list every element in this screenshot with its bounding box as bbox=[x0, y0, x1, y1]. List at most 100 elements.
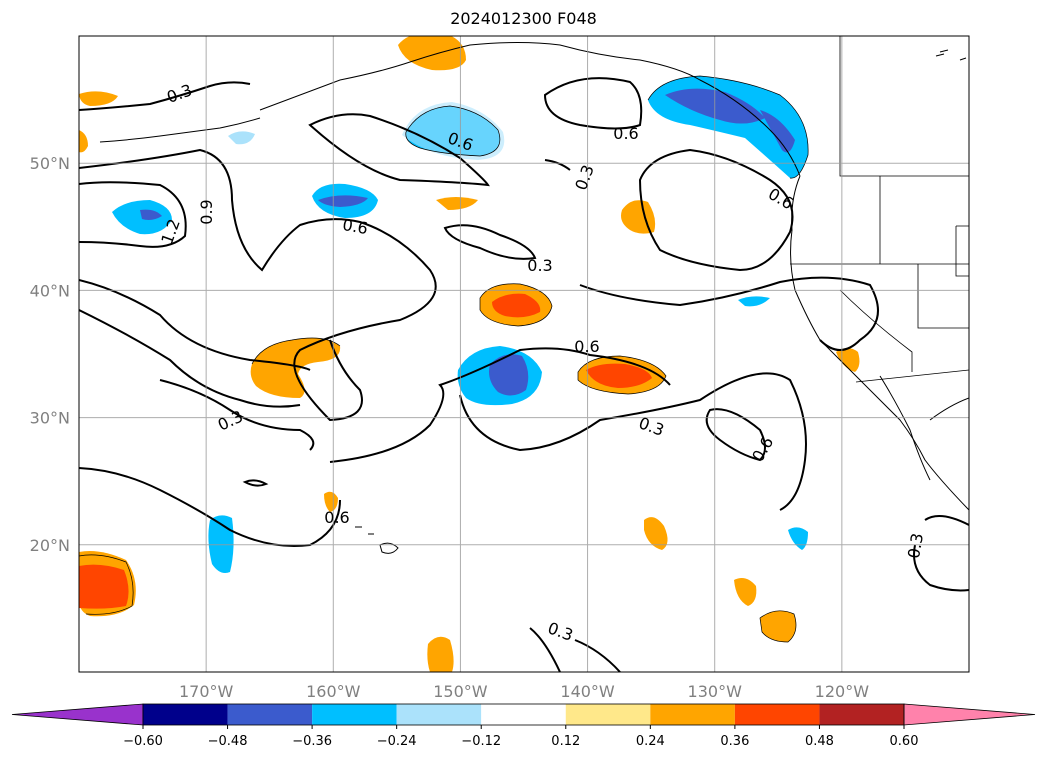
fill-neg-small3 bbox=[738, 296, 770, 307]
colorbar-frame bbox=[142, 703, 905, 726]
colorbar-segment bbox=[396, 704, 482, 725]
colorbar-segment bbox=[312, 704, 397, 725]
lon-label: 130°W bbox=[688, 682, 743, 701]
colorbar-segment bbox=[565, 704, 651, 725]
hawaii-1 bbox=[379, 542, 399, 554]
contour-lines bbox=[79, 77, 969, 672]
political-borders bbox=[790, 36, 969, 383]
colorbar-segment bbox=[143, 704, 228, 725]
colorbar-tick-label: −0.12 bbox=[461, 734, 501, 749]
colorbar-tick-label: 0.24 bbox=[636, 734, 665, 749]
fill-pos-s2 bbox=[734, 578, 757, 606]
fill-neg-small1 bbox=[208, 515, 234, 573]
contour-line bbox=[544, 159, 571, 171]
fill-pos-s3 bbox=[760, 610, 796, 642]
colorbar-tick-label: 0.48 bbox=[805, 734, 834, 749]
colorbar-segment bbox=[227, 704, 313, 725]
coastlines bbox=[99, 42, 969, 554]
lon-label: 140°W bbox=[560, 682, 615, 701]
mexico-coast bbox=[929, 397, 969, 421]
fill-neg-gulf-alaska-core2 bbox=[760, 110, 795, 153]
colorbar-segment bbox=[734, 704, 820, 725]
colorbar-tick-label: 0.60 bbox=[890, 734, 919, 749]
lat-label: 40°N bbox=[30, 281, 70, 300]
fill-pos-sw-core bbox=[79, 564, 129, 609]
longitude-labels: 170°W 160°W 150°W 140°W 130°W 120°W bbox=[179, 682, 869, 701]
colorbar-tick-label: −0.60 bbox=[123, 734, 163, 749]
baja-coast bbox=[879, 375, 931, 481]
contour-line bbox=[308, 113, 490, 187]
contour-line bbox=[79, 309, 301, 408]
fill-pos-s4 bbox=[427, 636, 454, 672]
contour-line bbox=[79, 81, 251, 111]
contour-line bbox=[913, 544, 969, 592]
gridlines bbox=[79, 36, 969, 672]
fill-pos-west-edge bbox=[79, 130, 88, 153]
fill-pos-mid-small bbox=[436, 197, 478, 210]
lon-label: 170°W bbox=[179, 682, 234, 701]
fill-pos-s5 bbox=[324, 491, 338, 512]
lat-label: 30°N bbox=[30, 409, 70, 428]
fill-neg-west-core bbox=[140, 209, 162, 220]
fill-outlines bbox=[79, 75, 809, 643]
lat-label: 20°N bbox=[30, 536, 70, 555]
fill-neg-mid1-core bbox=[318, 195, 368, 207]
contour-line bbox=[574, 639, 621, 672]
contour-line bbox=[638, 148, 794, 272]
fill-neg-center-core bbox=[489, 354, 529, 396]
contour-label: 0.9 bbox=[197, 199, 216, 224]
contour-line bbox=[242, 479, 269, 487]
contour-label: 0.6 bbox=[574, 337, 599, 356]
contour-line bbox=[543, 77, 643, 130]
contour-line bbox=[79, 181, 187, 248]
contour-label: 0.3 bbox=[904, 532, 927, 560]
contour-line bbox=[79, 148, 437, 422]
contour-line bbox=[579, 276, 879, 351]
colorbar-tick-label: −0.24 bbox=[377, 734, 417, 749]
map-frame bbox=[78, 35, 970, 673]
alaska-coast bbox=[259, 42, 801, 177]
lon-label: 120°W bbox=[815, 682, 870, 701]
fill-neg-north-light bbox=[402, 102, 505, 160]
contour-label: 0.6 bbox=[324, 508, 349, 527]
lat-label: 50°N bbox=[30, 154, 70, 173]
colorbar-segment bbox=[650, 704, 735, 725]
colorbar-extend-max bbox=[903, 703, 1036, 726]
colorbar-tick-label: 0.12 bbox=[551, 734, 580, 749]
aleutian-chain bbox=[99, 117, 261, 143]
colorbar: −0.60 −0.48 −0.36 −0.24 −0.12 0.12 0.24 0.36 0.4… bbox=[11, 703, 1036, 749]
fill-pos-west-top bbox=[79, 91, 118, 106]
map-title: 2024012300 F048 bbox=[450, 9, 597, 28]
contour-label: 0.6 bbox=[613, 124, 638, 143]
colorbar-extend-min bbox=[11, 703, 144, 726]
contour-label: 0.3 bbox=[527, 256, 552, 275]
contour-label: 0.6 bbox=[748, 433, 777, 465]
contour-label: 0.3 bbox=[571, 162, 598, 192]
lon-label: 160°W bbox=[306, 682, 361, 701]
colorbar-tick-label: −0.36 bbox=[292, 734, 332, 749]
colorbar-tick-label: −0.48 bbox=[208, 734, 248, 749]
colorbar-segment bbox=[481, 704, 566, 725]
colorbar-segment bbox=[819, 704, 904, 725]
contour-line bbox=[924, 515, 969, 526]
contour-line bbox=[529, 627, 561, 672]
lon-label: 150°W bbox=[433, 682, 488, 701]
latitude-labels: 20°N 30°N 40°N 50°N bbox=[30, 154, 70, 555]
fill-pos-s1 bbox=[644, 517, 668, 550]
contour-label: 0.3 bbox=[215, 407, 246, 435]
fill-neg-small4 bbox=[228, 131, 255, 145]
contour-line bbox=[79, 467, 341, 547]
fill-neg-small2 bbox=[788, 527, 808, 550]
contour-line bbox=[79, 279, 311, 371]
contour-line bbox=[443, 224, 537, 260]
contour-label: 0.6 bbox=[341, 215, 369, 238]
contour-line bbox=[159, 379, 315, 451]
fill-pos-center2-core bbox=[586, 363, 652, 388]
contour-line bbox=[459, 372, 807, 511]
fill-pos-north bbox=[398, 36, 466, 71]
anomaly-shading bbox=[79, 36, 860, 672]
bc-coast bbox=[790, 175, 969, 511]
fill-pos-east1 bbox=[621, 200, 656, 234]
islands-ne bbox=[935, 49, 967, 61]
